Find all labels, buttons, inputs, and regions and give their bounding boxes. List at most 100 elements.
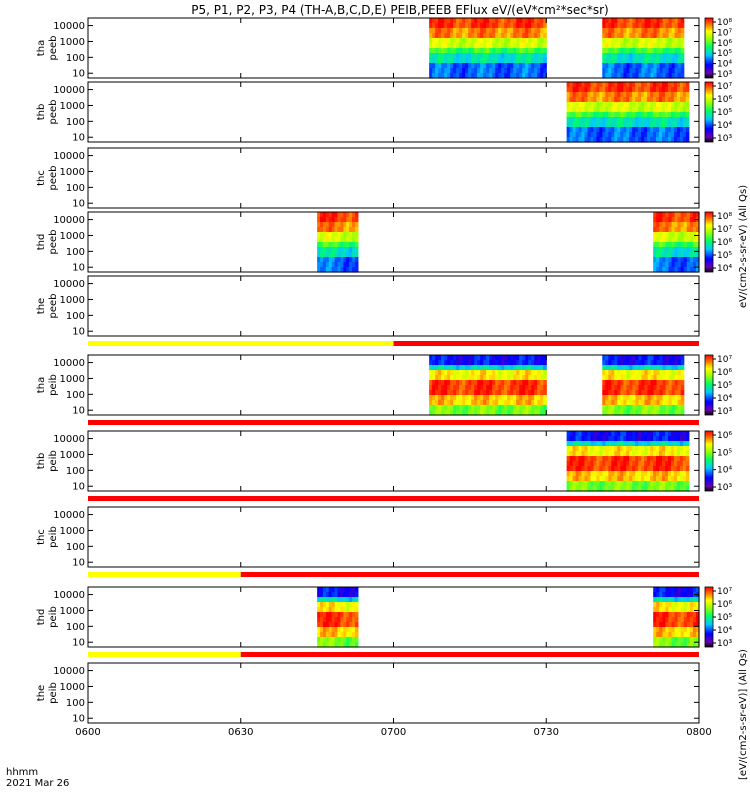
spectrogram-cell — [677, 217, 682, 223]
spectrogram-cell — [346, 267, 350, 273]
spectrogram-cell — [677, 267, 682, 273]
spectrogram-cell — [632, 431, 636, 437]
spectrogram-cell — [695, 267, 700, 273]
spectrogram-cell — [501, 385, 505, 391]
spectrogram-cell — [683, 637, 688, 643]
spectrogram-cell — [435, 73, 439, 79]
spectrogram-cell — [462, 385, 466, 391]
spectrogram-cell — [444, 355, 448, 361]
spectrogram-cell — [528, 400, 532, 406]
spectrogram-cell — [617, 385, 621, 391]
spectrogram-cell — [525, 63, 529, 69]
spectrogram-cell — [617, 68, 621, 74]
spectrogram-cell — [525, 400, 529, 406]
spectrogram-cell — [569, 446, 574, 452]
spectrogram-cell — [581, 446, 586, 452]
spectrogram-cell — [587, 82, 592, 88]
spectrogram-cell — [641, 43, 646, 49]
spectrogram-cell — [632, 38, 637, 44]
spectrogram-cell — [686, 247, 691, 253]
spectrogram-cell — [632, 471, 636, 477]
spectrogram-cell — [671, 252, 676, 258]
spectrogram-cell — [599, 132, 603, 138]
spectrogram-cell — [516, 355, 520, 361]
spectrogram-cell — [492, 400, 496, 406]
spectrogram-cell — [317, 607, 321, 613]
spectrogram-cell — [623, 436, 627, 442]
spectrogram-cell — [676, 97, 681, 103]
spectrogram-cell — [340, 247, 344, 253]
spectrogram-cell — [605, 112, 609, 118]
y-tick-label: 1000 — [60, 606, 85, 617]
spectrogram-cell — [656, 612, 660, 618]
spectrogram-cell — [676, 127, 681, 133]
spectrogram-cell — [629, 38, 634, 44]
spectrogram-cell — [647, 73, 652, 79]
spectrogram-cell — [462, 73, 466, 79]
spectrogram-cell — [667, 97, 672, 103]
spectrogram-cell — [444, 23, 448, 29]
spectrogram-cell — [644, 107, 648, 113]
spectrogram-cell — [504, 18, 508, 24]
spectrogram-cell — [686, 622, 691, 628]
spectrogram-cell — [632, 436, 636, 442]
spectrogram-cell — [453, 63, 457, 69]
spectrogram-cell — [578, 436, 583, 442]
spectrogram-cell — [674, 262, 679, 268]
spectrogram-cell — [674, 602, 679, 608]
spectrogram-cell — [453, 23, 457, 29]
spectrogram-cell — [611, 23, 615, 29]
spectrogram-cell — [337, 637, 341, 643]
spectrogram-cell — [569, 112, 574, 118]
spectrogram-cell — [653, 431, 657, 437]
spectrogram-cell — [459, 38, 463, 44]
spectrogram-cell — [620, 355, 624, 361]
spectrogram-cell — [670, 461, 675, 467]
spectrogram-cell — [605, 390, 609, 396]
spectrogram-cell — [677, 592, 682, 598]
spectrogram-cell — [617, 38, 621, 44]
spectrogram-cell — [483, 28, 487, 34]
spectrogram-cell — [641, 23, 646, 29]
panel-instrument-label: peib — [48, 682, 59, 704]
spectrogram-cell — [665, 48, 670, 54]
spectrogram-cell — [480, 28, 484, 34]
spectrogram-cell — [516, 390, 520, 396]
spectrogram-cell — [689, 627, 694, 633]
spectrogram-cell — [480, 38, 484, 44]
spectrogram-cell — [689, 227, 694, 233]
spectrogram-cell — [343, 622, 347, 628]
spectrogram-cell — [575, 436, 580, 442]
spectrogram-cell — [435, 28, 439, 34]
spectrogram-cell — [632, 390, 637, 396]
spectrogram-cell — [441, 395, 445, 401]
spectrogram-cell — [685, 112, 690, 118]
spectrogram-cell — [540, 58, 544, 64]
spectrogram-cell — [673, 461, 678, 467]
spectrogram-cell — [516, 68, 520, 74]
spectrogram-cell — [629, 97, 633, 103]
spectrogram-cell — [644, 48, 649, 54]
colorbar-tick-label: 10⁵ — [717, 108, 732, 118]
spectrogram-cell — [450, 365, 454, 371]
spectrogram-cell — [486, 395, 490, 401]
spectrogram-cell — [638, 97, 642, 103]
spectrogram-cell — [456, 28, 460, 34]
spectrogram-cell — [611, 365, 615, 371]
spectrogram-cell — [432, 370, 436, 376]
spectrogram-cell — [668, 627, 673, 633]
spectrogram-cell — [543, 68, 547, 74]
y-tick-label: 10000 — [53, 510, 85, 521]
spectrogram-cell — [661, 436, 666, 442]
spectrogram-cell — [661, 456, 666, 462]
spectrogram-cell — [429, 390, 433, 396]
spectrogram-cell — [692, 212, 697, 218]
spectrogram-cell — [662, 597, 666, 603]
spectrogram-cell — [664, 486, 669, 492]
spectrogram-cell — [668, 247, 673, 253]
spectrogram-cell — [447, 380, 451, 386]
spectrogram-cell — [352, 607, 356, 613]
spectrogram-cell — [680, 390, 685, 396]
spectrogram-cell — [682, 431, 687, 437]
spectrogram-cell — [531, 63, 535, 69]
